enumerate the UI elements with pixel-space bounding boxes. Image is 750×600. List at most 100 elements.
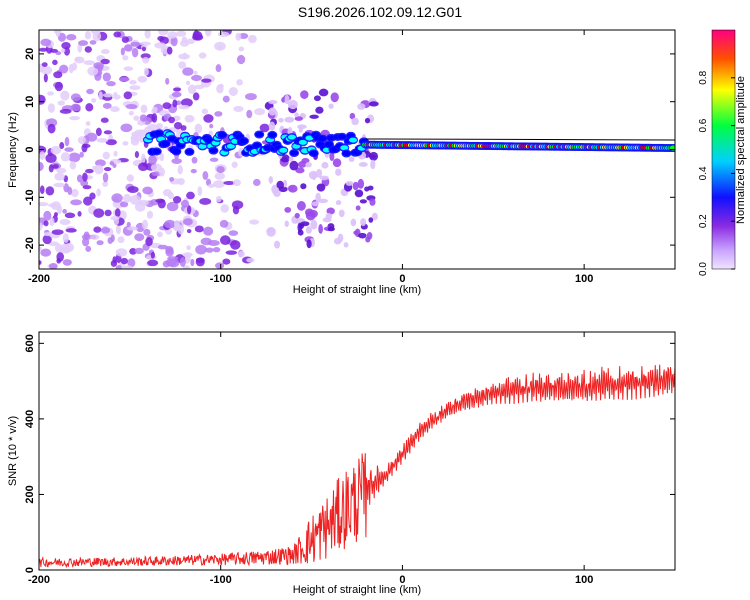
noise-blob (146, 123, 159, 131)
spectrogram-xtick-label: 0 (399, 273, 405, 285)
tone-blob-core (318, 136, 327, 142)
spectrogram-xtick-label: -100 (210, 273, 232, 285)
track-blob (284, 206, 292, 213)
tone-blob-core (298, 139, 307, 145)
noise-blob (59, 142, 65, 150)
noise-blob (167, 258, 180, 268)
tone-blob-core (325, 141, 334, 147)
noise-blob (127, 186, 139, 194)
noise-blob (185, 80, 191, 86)
track-blob (332, 158, 342, 168)
noise-blob (60, 48, 66, 53)
track-blob (273, 189, 281, 198)
track-blob (294, 112, 299, 118)
noise-blob (193, 30, 200, 40)
noise-blob (222, 258, 231, 265)
track-blob (310, 219, 318, 230)
noise-blob (120, 123, 133, 133)
noise-blob (219, 219, 229, 228)
noise-blob (94, 164, 104, 175)
noise-blob (83, 60, 96, 66)
noise-blob (209, 123, 214, 129)
noise-blob (165, 77, 170, 85)
noise-blob (146, 210, 154, 219)
tone-blob-core (268, 132, 277, 138)
noise-blob (93, 226, 102, 233)
snr-panel: -200 -100 0 100 0 200 400 600 Height of straigh… (7, 331, 676, 596)
tone-blob-core (287, 134, 296, 140)
noise-blob (59, 108, 72, 114)
noise-blob (55, 30, 61, 38)
track-blob (268, 176, 274, 184)
noise-blob (111, 193, 123, 203)
track-blob (345, 180, 354, 186)
noise-blob (93, 208, 105, 218)
noise-blob (95, 127, 102, 137)
noise-blob (144, 30, 151, 39)
noise-blob (70, 93, 81, 102)
noise-blob (74, 56, 85, 64)
noise-blob (123, 44, 133, 52)
tone-blob-core (209, 148, 218, 154)
noise-blob (39, 202, 49, 207)
track-blob (284, 116, 295, 123)
noise-blob (60, 90, 70, 101)
noise-blob (205, 247, 214, 253)
noise-blob (109, 161, 115, 166)
tone-blob-core (239, 138, 248, 144)
noise-blob (186, 205, 192, 215)
noise-blob (230, 240, 241, 250)
track-blob (321, 161, 329, 169)
spectrogram-xlabel: Height of straight line (km) (293, 284, 421, 296)
track-blob (300, 90, 309, 99)
noise-blob (139, 114, 147, 122)
noise-blob (134, 233, 145, 242)
track-blob (330, 92, 339, 103)
noise-blob (125, 103, 138, 110)
noise-blob (51, 229, 64, 235)
noise-blob (186, 229, 192, 234)
noise-blob (157, 244, 168, 250)
noise-blob (102, 172, 109, 183)
track-blob (371, 212, 378, 221)
noise-blob (134, 247, 144, 255)
noise-blob (201, 108, 209, 115)
noise-blob (43, 232, 53, 237)
noise-blob (259, 123, 270, 133)
track-blob (306, 239, 312, 249)
track-blob (368, 217, 374, 223)
track-blob (316, 183, 326, 192)
noise-blob (182, 265, 190, 269)
track-blob (319, 175, 329, 181)
noise-blob (98, 91, 103, 101)
noise-blob (182, 252, 193, 258)
noise-blob (70, 199, 82, 206)
track-blob (294, 212, 300, 219)
tone-guide-line (366, 138, 675, 141)
colorbar-label: Normalized spectral amplitude (735, 76, 747, 224)
noise-blob (207, 239, 220, 246)
track-blob (335, 200, 342, 206)
noise-blob (179, 257, 186, 267)
noise-blob (186, 245, 191, 251)
noise-blob (81, 143, 88, 153)
noise-blob (232, 179, 241, 187)
noise-blob (82, 237, 90, 247)
noise-blob (186, 191, 195, 200)
noise-blob (40, 248, 52, 257)
noise-blob (130, 41, 141, 47)
track-blob (266, 228, 276, 233)
noise-blob (214, 111, 223, 117)
noise-blob (39, 222, 43, 231)
noise-blob (64, 242, 75, 252)
noise-blob (42, 234, 52, 245)
noise-blob (127, 258, 136, 268)
noise-blob (43, 220, 49, 227)
noise-blob (162, 102, 172, 110)
noise-blob (215, 64, 222, 73)
track-blob (365, 236, 371, 243)
noise-blob (45, 153, 57, 164)
noise-blob (238, 46, 245, 52)
spectrogram-heatmap (39, 30, 675, 269)
tone-blob-core (340, 145, 349, 151)
